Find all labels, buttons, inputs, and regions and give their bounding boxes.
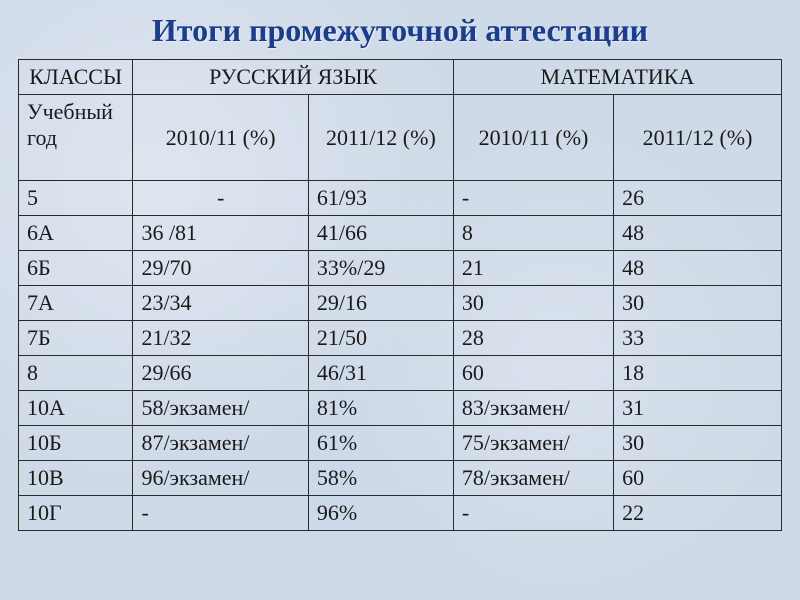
cell-rus-2010: 87/экзамен/ xyxy=(133,426,308,461)
cell-math-2010: 21 xyxy=(453,251,613,286)
cell-rus-2011: 41/66 xyxy=(308,216,453,251)
cell-rus-2010: 23/34 xyxy=(133,286,308,321)
cell-math-2011: 31 xyxy=(614,391,782,426)
header-row-1: КЛАССЫ РУССКИЙ ЯЗЫК МАТЕМАТИКА xyxy=(19,60,782,95)
cell-class: 10А xyxy=(19,391,133,426)
cell-class: 8 xyxy=(19,356,133,391)
page-title: Итоги промежуточной аттестации xyxy=(18,12,782,49)
cell-rus-2010: 58/экзамен/ xyxy=(133,391,308,426)
cell-math-2011: 26 xyxy=(614,181,782,216)
cell-rus-2011: 61% xyxy=(308,426,453,461)
header-math: МАТЕМАТИКА xyxy=(453,60,781,95)
cell-class: 10Б xyxy=(19,426,133,461)
cell-math-2011: 33 xyxy=(614,321,782,356)
cell-rus-2011: 61/93 xyxy=(308,181,453,216)
cell-rus-2011: 21/50 xyxy=(308,321,453,356)
header-math-2010: 2010/11 (%) xyxy=(453,95,613,181)
cell-math-2010: - xyxy=(453,496,613,531)
cell-rus-2011: 46/31 xyxy=(308,356,453,391)
cell-math-2010: 30 xyxy=(453,286,613,321)
cell-math-2011: 30 xyxy=(614,286,782,321)
cell-math-2011: 60 xyxy=(614,461,782,496)
cell-rus-2010: - xyxy=(133,181,308,216)
cell-rus-2010: 29/70 xyxy=(133,251,308,286)
table-row: 6А36 /8141/66848 xyxy=(19,216,782,251)
cell-math-2010: 8 xyxy=(453,216,613,251)
cell-rus-2011: 33%/29 xyxy=(308,251,453,286)
cell-rus-2011: 58% xyxy=(308,461,453,496)
header-year-label: Учебный год xyxy=(19,95,133,181)
table-row: 6Б29/7033%/292148 xyxy=(19,251,782,286)
table-row: 10Б87/экзамен/61%75/экзамен/30 xyxy=(19,426,782,461)
cell-math-2010: 78/экзамен/ xyxy=(453,461,613,496)
cell-class: 6Б xyxy=(19,251,133,286)
table-row: 5-61/93-26 xyxy=(19,181,782,216)
table-row: 7А23/3429/163030 xyxy=(19,286,782,321)
cell-rus-2010: 21/32 xyxy=(133,321,308,356)
header-russian: РУССКИЙ ЯЗЫК xyxy=(133,60,453,95)
cell-class: 7Б xyxy=(19,321,133,356)
header-math-2011: 2011/12 (%) xyxy=(614,95,782,181)
header-rus-2010: 2010/11 (%) xyxy=(133,95,308,181)
cell-math-2010: 75/экзамен/ xyxy=(453,426,613,461)
header-row-2: Учебный год 2010/11 (%) 2011/12 (%) 2010… xyxy=(19,95,782,181)
cell-class: 10В xyxy=(19,461,133,496)
cell-class: 5 xyxy=(19,181,133,216)
cell-rus-2011: 96% xyxy=(308,496,453,531)
table-row: 829/6646/316018 xyxy=(19,356,782,391)
cell-math-2011: 48 xyxy=(614,216,782,251)
table-row: 10В96/экзамен/58%78/экзамен/60 xyxy=(19,461,782,496)
cell-rus-2011: 81% xyxy=(308,391,453,426)
cell-class: 7А xyxy=(19,286,133,321)
cell-math-2010: 83/экзамен/ xyxy=(453,391,613,426)
cell-math-2010: - xyxy=(453,181,613,216)
header-rus-2011: 2011/12 (%) xyxy=(308,95,453,181)
cell-rus-2010: 29/66 xyxy=(133,356,308,391)
cell-math-2011: 48 xyxy=(614,251,782,286)
cell-math-2010: 60 xyxy=(453,356,613,391)
cell-math-2011: 18 xyxy=(614,356,782,391)
cell-math-2011: 22 xyxy=(614,496,782,531)
cell-rus-2011: 29/16 xyxy=(308,286,453,321)
cell-rus-2010: 96/экзамен/ xyxy=(133,461,308,496)
cell-rus-2010: 36 /81 xyxy=(133,216,308,251)
table-row: 10Г-96%-22 xyxy=(19,496,782,531)
cell-rus-2010: - xyxy=(133,496,308,531)
cell-class: 10Г xyxy=(19,496,133,531)
table-row: 10А58/экзамен/81%83/экзамен/31 xyxy=(19,391,782,426)
table-row: 7Б21/3221/502833 xyxy=(19,321,782,356)
cell-math-2010: 28 xyxy=(453,321,613,356)
header-classes: КЛАССЫ xyxy=(19,60,133,95)
results-table: КЛАССЫ РУССКИЙ ЯЗЫК МАТЕМАТИКА Учебный г… xyxy=(18,59,782,531)
cell-class: 6А xyxy=(19,216,133,251)
cell-math-2011: 30 xyxy=(614,426,782,461)
